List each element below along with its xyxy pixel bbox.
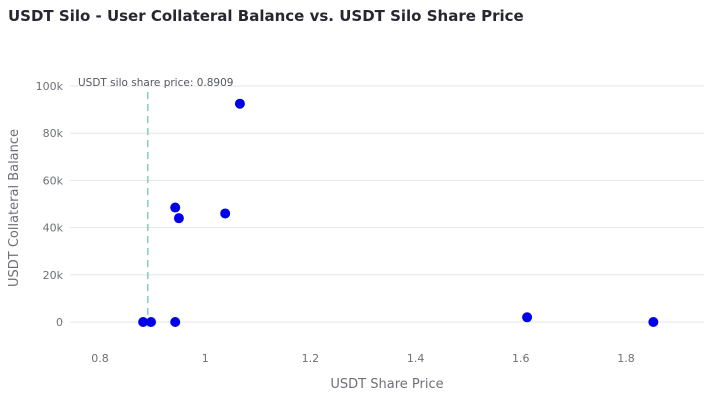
reference-line-label: USDT silo share price: 0.8909 bbox=[78, 77, 233, 89]
scatter-point[interactable] bbox=[522, 312, 533, 323]
scatter-point[interactable] bbox=[648, 317, 659, 327]
scatter-point[interactable] bbox=[220, 208, 231, 219]
x-tick-label: 1.8 bbox=[617, 352, 635, 365]
x-tick-label: 1.4 bbox=[407, 352, 425, 365]
y-tick-label: 20k bbox=[43, 269, 64, 282]
x-axis-title: USDT Share Price bbox=[330, 377, 443, 392]
y-tick-label: 60k bbox=[43, 174, 64, 187]
scatter-point[interactable] bbox=[234, 98, 245, 109]
scatter-point[interactable] bbox=[138, 317, 149, 327]
data-points bbox=[138, 98, 659, 327]
x-tick-label: 0.8 bbox=[91, 352, 109, 365]
y-tick-label: 0 bbox=[56, 316, 63, 329]
x-tick-label: 1.6 bbox=[512, 352, 530, 365]
y-tick-label: 40k bbox=[43, 222, 64, 235]
y-tick-label: 100k bbox=[36, 80, 64, 93]
scatter-point[interactable] bbox=[173, 213, 184, 224]
grid-lines bbox=[70, 85, 704, 323]
x-tick-label: 1.2 bbox=[302, 352, 320, 365]
y-axis-title: USDT Collateral Balance bbox=[7, 129, 22, 287]
scatter-point[interactable] bbox=[146, 317, 157, 327]
y-tick-labels: 0 20k 40k 60k 80k 100k bbox=[36, 80, 64, 329]
reference-line-group: USDT silo share price: 0.8909 bbox=[78, 77, 233, 330]
x-tick-labels: 0.8 1 1.2 1.4 1.6 1.8 bbox=[91, 352, 635, 365]
chart-title: USDT Silo - User Collateral Balance vs. … bbox=[8, 7, 524, 25]
x-tick-label: 1 bbox=[202, 352, 209, 365]
scatter-point[interactable] bbox=[170, 317, 181, 327]
y-tick-label: 80k bbox=[43, 127, 64, 140]
scatter-point[interactable] bbox=[170, 202, 181, 213]
